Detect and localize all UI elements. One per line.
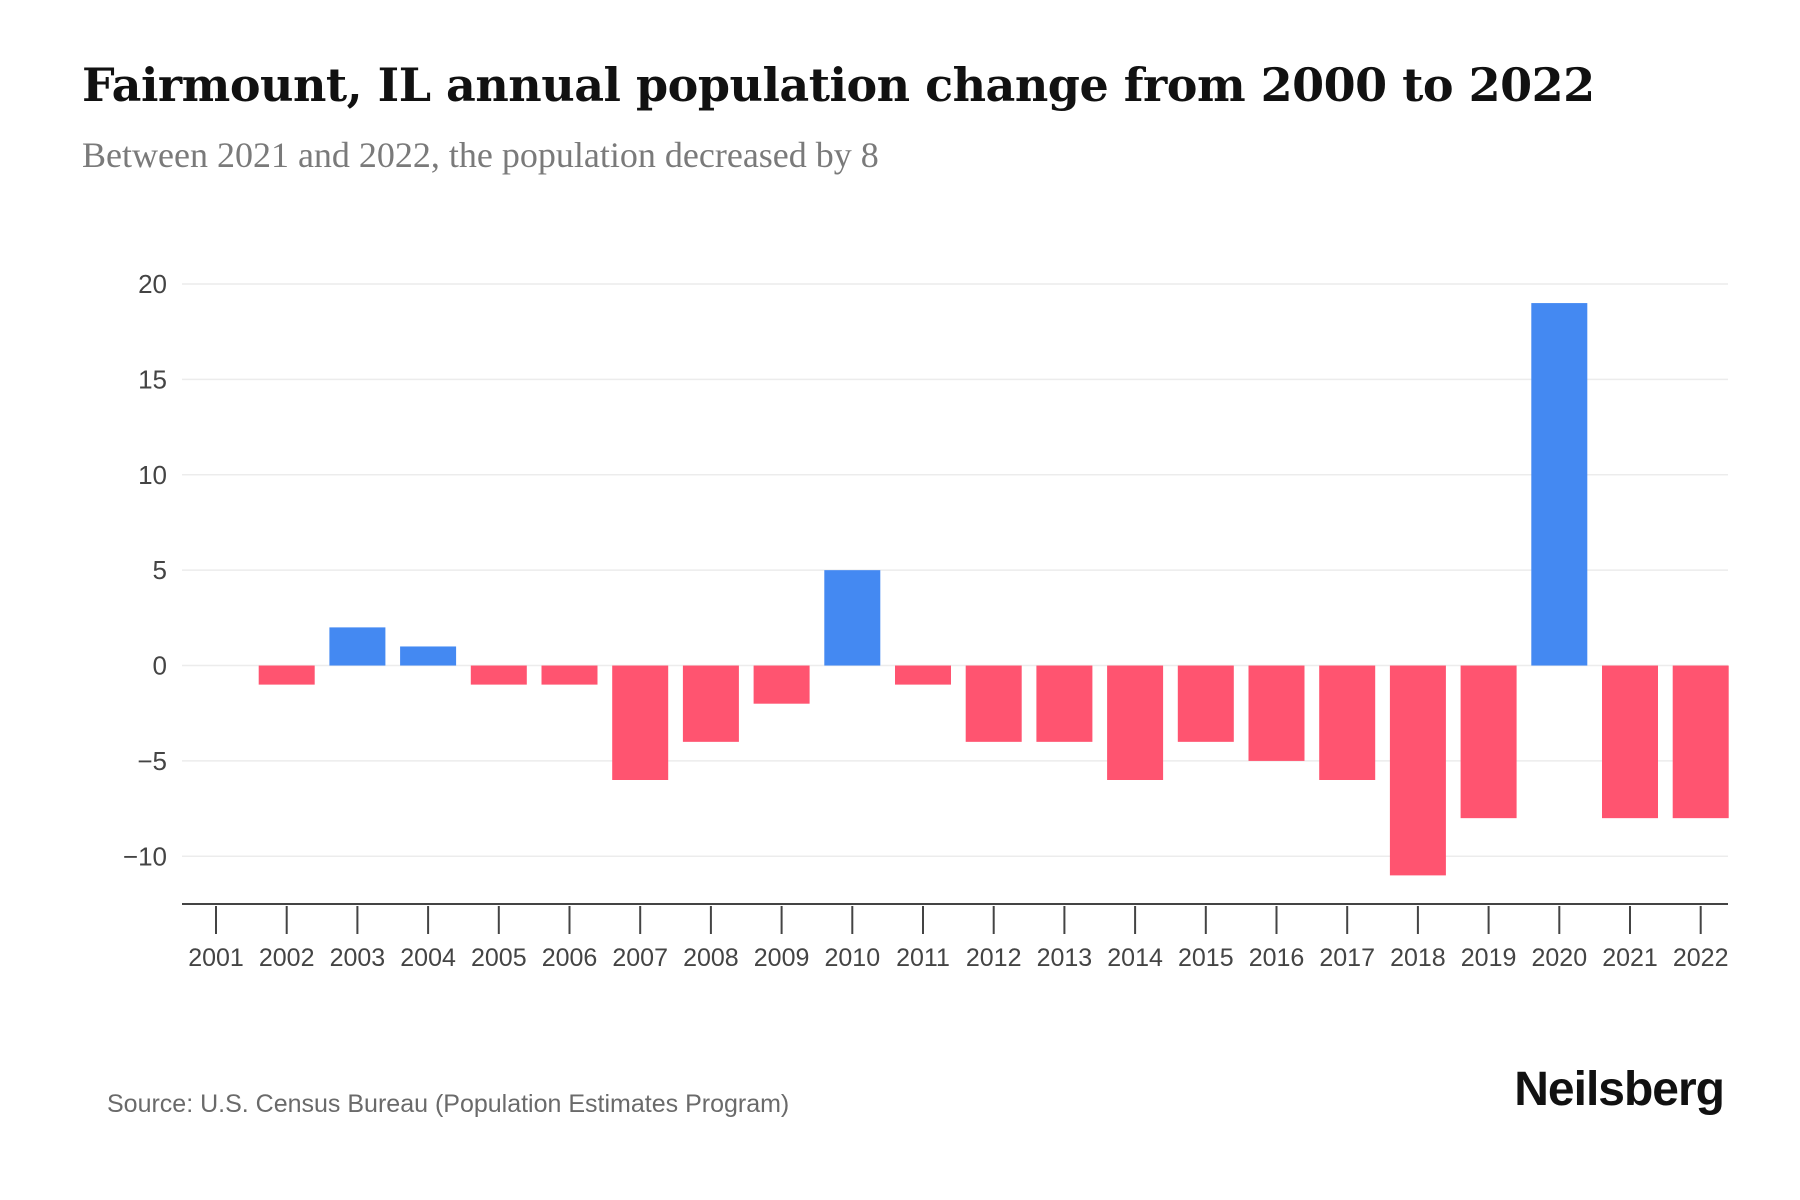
bar-2009 (753, 665, 810, 704)
x-tick-label: 2020 (1531, 944, 1587, 972)
y-axis-ticks: 20 15 10 5 0 −5 −10 (123, 269, 167, 871)
x-tick-label: 2018 (1390, 944, 1446, 972)
x-tick-label: 2017 (1319, 944, 1375, 972)
x-tick-label: 2005 (471, 944, 527, 972)
bar-2010 (824, 570, 881, 666)
bar-2014 (1107, 665, 1164, 780)
x-tick-label: 2007 (612, 944, 668, 972)
x-tick-label: 2012 (966, 944, 1022, 972)
x-tick-label: 2013 (1037, 944, 1093, 972)
bar-2018 (1389, 665, 1446, 876)
x-tick-label: 2008 (683, 944, 739, 972)
y-tick-label: 15 (138, 364, 167, 394)
brand-logo: Neilsberg (1514, 1063, 1725, 1116)
bar-2017 (1319, 665, 1376, 780)
bar-2011 (895, 665, 951, 685)
x-tick-label: 2015 (1178, 944, 1234, 972)
bar-2007 (612, 665, 669, 780)
y-tick-label: 10 (138, 460, 167, 490)
x-tick-label: 2001 (188, 944, 244, 972)
y-tick-label: −10 (123, 841, 167, 871)
x-tick-label: 2014 (1107, 944, 1163, 972)
y-tick-label: 20 (138, 269, 167, 299)
source-note: Source: U.S. Census Bureau (Population E… (107, 1090, 790, 1118)
x-tick-label: 2021 (1602, 944, 1658, 972)
chart-subtitle: Between 2021 and 2022, the population de… (82, 135, 879, 175)
bar-2016 (1248, 665, 1305, 761)
bar-2020 (1531, 303, 1588, 666)
x-axis-ticks: 2001 2002 2003 2004 2005 2006 2007 2008 2009 2010… (188, 906, 1729, 972)
x-tick-label: 2003 (330, 944, 386, 972)
bar-2019 (1460, 665, 1517, 819)
bar-2003 (329, 627, 386, 666)
y-tick-label: 0 (153, 651, 167, 681)
bar-2022 (1672, 665, 1729, 819)
x-tick-label: 2010 (824, 944, 880, 972)
x-tick-label: 2009 (754, 944, 810, 972)
y-tick-label: 5 (153, 555, 167, 585)
y-tick-label: −5 (137, 746, 167, 776)
bar-2015 (1177, 665, 1234, 742)
x-tick-label: 2004 (400, 944, 456, 972)
bar-2008 (682, 665, 739, 742)
x-tick-label: 2016 (1249, 944, 1305, 972)
x-tick-label: 2019 (1461, 944, 1517, 972)
x-tick-label: 2011 (896, 944, 950, 972)
bar-2005 (470, 665, 527, 685)
bar-2012 (965, 665, 1022, 742)
x-tick-label: 2006 (542, 944, 598, 972)
bar-2004 (400, 646, 457, 666)
chart-title: Fairmount, IL annual population change f… (82, 58, 1595, 112)
x-tick-label: 2022 (1673, 944, 1729, 972)
bar-2002 (258, 665, 315, 685)
bar-2013 (1036, 665, 1093, 742)
bars (258, 303, 1729, 876)
bar-2021 (1602, 665, 1658, 819)
bar-2006 (541, 665, 598, 685)
x-tick-label: 2002 (259, 944, 315, 972)
